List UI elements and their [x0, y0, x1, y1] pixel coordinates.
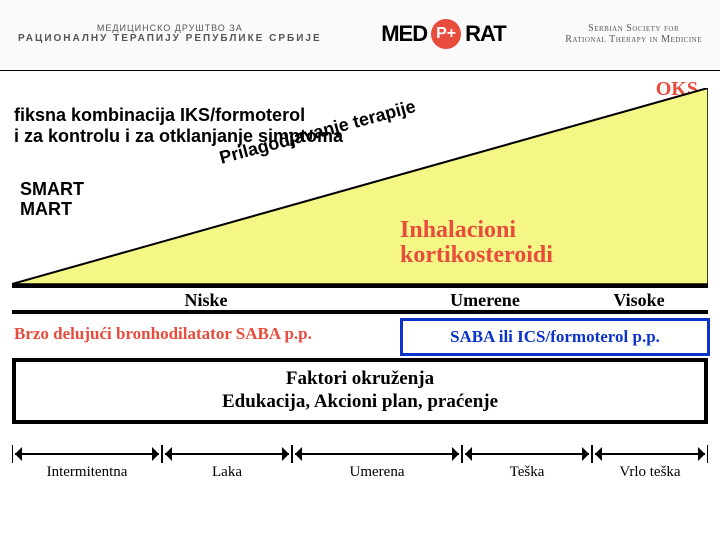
dose-steps-row: Niske Umerene Visoke: [12, 284, 708, 314]
step-niske: Niske: [12, 288, 400, 310]
logo-center: MED P+ RAT: [381, 19, 505, 49]
severity-vrlo-teška: Vrlo teška: [592, 464, 708, 481]
logo-right-line1: Serbian Society for: [565, 23, 702, 35]
severity-teška: Teška: [462, 464, 592, 481]
saba-text: Brzo delujući bronhodilatator SABA p.p.: [14, 324, 312, 344]
logo-right: Serbian Society for Rational Therapy in …: [565, 23, 702, 46]
environment-box: Faktori okruženja Edukacija, Akcioni pla…: [12, 358, 708, 424]
environment-line1: Faktori okruženja: [222, 368, 498, 391]
header-logos: Медицинско друштво за РАЦИОНАЛНУ ТЕРАПИЈ…: [0, 0, 720, 68]
environment-line2: Edukacija, Akcioni plan, praćenje: [222, 391, 498, 414]
saba-ics-box: SABA ili ICS/formoterol p.p.: [400, 318, 710, 356]
logo-left: Медицинско друштво за РАЦИОНАЛНУ ТЕРАПИЈ…: [18, 24, 322, 45]
severity-labels: IntermitentnaLakaUmerenaTeškaVrlo teška: [12, 464, 708, 481]
header-divider: [0, 70, 720, 71]
inhalacioni-label: Inhalacioni kortikosteroidi: [400, 218, 553, 268]
severity-umerena: Umerena: [292, 464, 462, 481]
logo-left-line1: Медицинско друштво за: [18, 24, 322, 34]
logo-center-ring: P+: [431, 19, 461, 49]
inhalacioni-line1: Inhalacioni: [400, 218, 553, 243]
inhalacioni-line2: kortikosteroidi: [400, 243, 553, 268]
logo-center-right: RAT: [465, 21, 506, 47]
logo-center-left: MED: [381, 21, 427, 47]
logo-right-line2: Rational Therapy in Medicine: [565, 34, 702, 46]
severity-laka: Laka: [162, 464, 292, 481]
logo-left-line2: РАЦИОНАЛНУ ТЕРАПИЈУ РЕПУБЛИКЕ СРБИЈЕ: [18, 33, 322, 44]
step-visoke: Visoke: [570, 288, 708, 310]
step-umerene: Umerene: [400, 288, 570, 310]
severity-intermitentna: Intermitentna: [12, 464, 162, 481]
